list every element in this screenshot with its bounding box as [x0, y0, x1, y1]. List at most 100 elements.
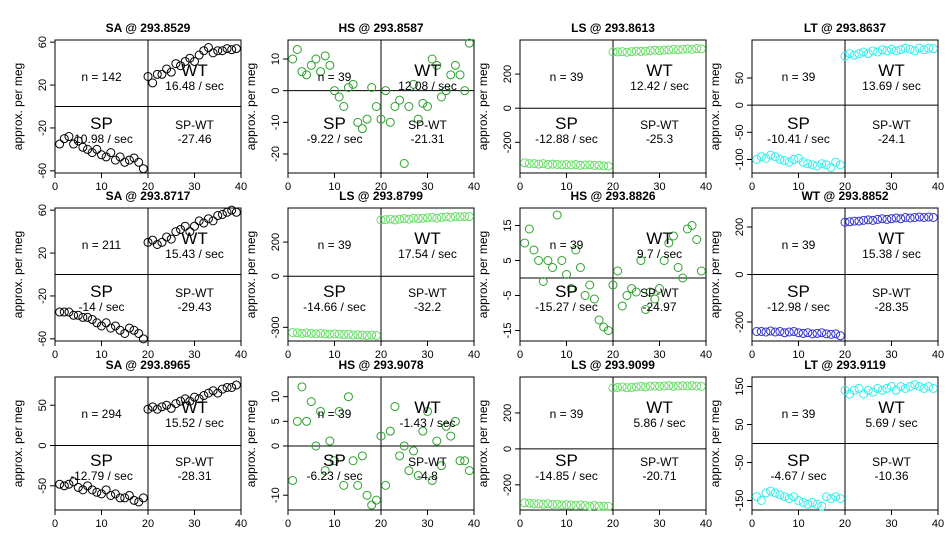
y-tick-label: -150 [734, 489, 746, 511]
data-point [928, 44, 938, 54]
data-point [311, 54, 321, 64]
data-point [835, 494, 845, 504]
data-point [227, 205, 237, 215]
data-point [859, 215, 869, 225]
n-label: n = 39 [550, 407, 584, 421]
wt-label: WT [414, 398, 440, 417]
x-tick-label: 20 [607, 181, 619, 193]
data-point [176, 396, 186, 406]
data-point [222, 382, 232, 392]
data-point [148, 78, 158, 88]
data-point [190, 392, 199, 402]
data-point [854, 216, 864, 226]
x-tick-label: 30 [188, 518, 200, 530]
y-tick-label: -50 [37, 478, 49, 494]
data-point [664, 381, 674, 391]
sp-rate: -15.27 / sec [535, 300, 598, 314]
n-label: n = 39 [782, 238, 816, 252]
sp-label: SP [323, 451, 346, 470]
data-point [83, 144, 93, 154]
data-point [594, 315, 604, 325]
chart-title: SA @ 293.8965 [106, 358, 191, 372]
data-point [520, 238, 530, 248]
data-point [682, 44, 692, 54]
data-point [427, 54, 437, 64]
data-point [222, 207, 232, 217]
data-point [171, 399, 181, 409]
data-point [69, 139, 79, 149]
data-point [390, 215, 400, 225]
data-point [106, 148, 116, 158]
data-point [924, 43, 934, 53]
data-point [432, 60, 442, 70]
data-point [222, 44, 232, 54]
data-point [64, 132, 74, 142]
data-point [404, 466, 414, 476]
wt-rate: 5.86 / sec [633, 416, 685, 430]
x-tick-label: 0 [285, 349, 291, 361]
data-point [92, 487, 102, 497]
data-point [840, 51, 850, 61]
data-point [330, 456, 339, 466]
data-point [877, 45, 887, 55]
data-point [914, 43, 924, 53]
data-point [770, 488, 780, 498]
data-point [306, 397, 316, 407]
data-point [134, 157, 144, 167]
data-point [557, 500, 567, 510]
data-point [180, 221, 190, 231]
y-tick-label: 50 [37, 399, 49, 411]
data-point [436, 212, 446, 222]
diff-value: -24.97 [642, 300, 676, 314]
y-tick-label: -5 [502, 291, 514, 301]
data-point [339, 330, 349, 340]
data-point [450, 60, 460, 70]
data-point [334, 329, 344, 339]
data-point [826, 163, 836, 173]
data-point [849, 216, 859, 226]
data-point [292, 416, 302, 426]
y-tick-label: 60 [37, 36, 49, 48]
data-point [548, 263, 558, 272]
data-point [766, 326, 776, 336]
data-point [877, 385, 887, 395]
data-point [427, 475, 437, 485]
y-tick-label: 200 [734, 218, 746, 236]
data-point [217, 46, 227, 56]
data-point [580, 501, 590, 511]
data-point [803, 499, 813, 509]
data-point [190, 221, 199, 231]
x-tick-label: 40 [700, 518, 712, 530]
y-tick-label: 0 [734, 102, 746, 108]
data-point [821, 160, 831, 170]
data-point [849, 50, 859, 60]
data-point [831, 492, 841, 502]
data-point [157, 237, 167, 247]
data-point [910, 380, 920, 390]
data-point [627, 47, 637, 57]
data-point [357, 124, 367, 134]
data-point [562, 159, 571, 169]
data-point [520, 498, 530, 508]
data-point [664, 238, 674, 248]
data-point [752, 327, 762, 336]
y-tick-label: 150 [734, 377, 746, 395]
data-point [385, 426, 395, 436]
y-tick-label: 20 [37, 247, 49, 259]
diff-value: -28.31 [177, 469, 211, 483]
data-point [821, 329, 831, 339]
data-point [348, 330, 358, 340]
sp-rate: -9.22 / sec [306, 132, 362, 146]
x-tick-label: 20 [839, 181, 851, 193]
data-point [55, 479, 65, 489]
data-point [124, 490, 134, 500]
chart-title: SA @ 293.8717 [106, 189, 191, 203]
wt-rate: 13.69 / sec [862, 79, 921, 93]
data-point [92, 144, 102, 154]
wt-rate: 9.7 / sec [637, 247, 682, 261]
chart-panel: LS @ 293.8613 approx. per meg 0 10 20 30 40 200… [476, 21, 712, 193]
data-point [436, 461, 446, 471]
wt-label: WT [878, 398, 904, 417]
data-point [914, 382, 924, 391]
wt-rate: 12.08 / sec [398, 79, 457, 93]
